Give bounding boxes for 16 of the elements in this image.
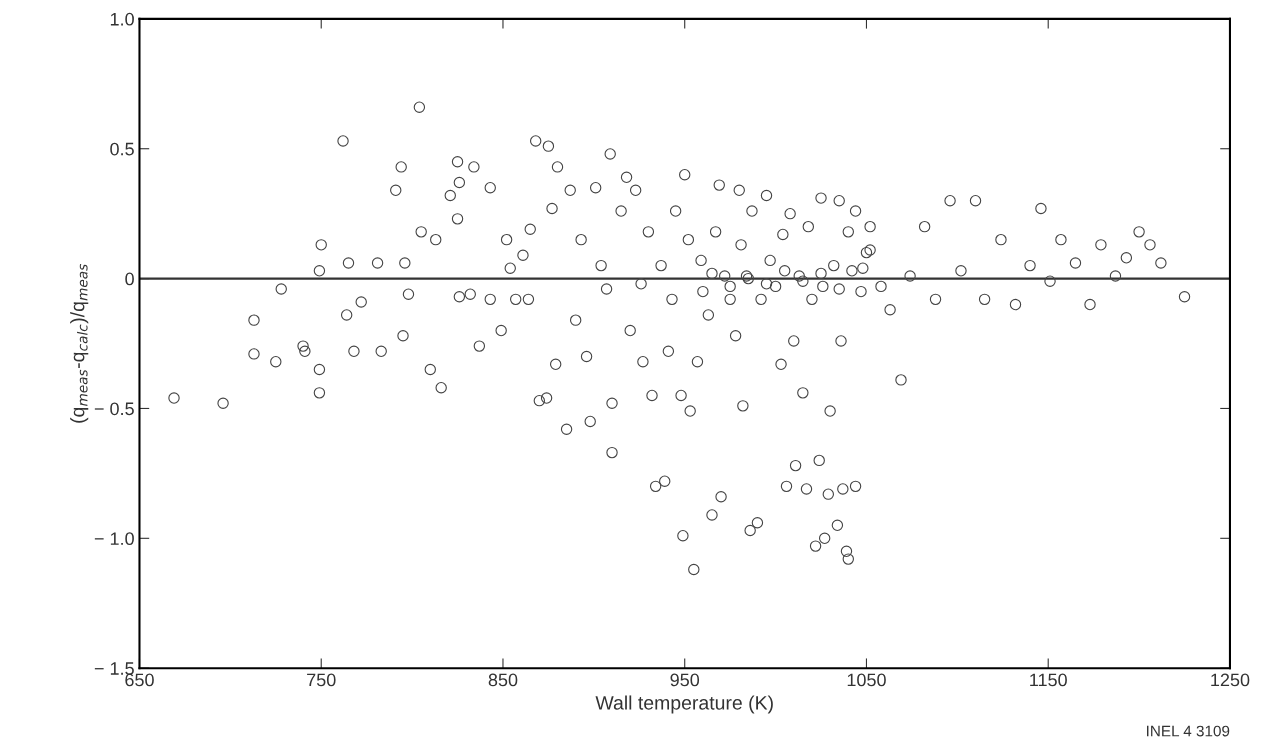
y-tick-label: 0.5 (110, 142, 134, 156)
x-tick-label: 1050 (847, 673, 886, 687)
y-tick-label: − 1.0 (94, 532, 134, 546)
y-tick-label: 0 (125, 272, 134, 286)
text: INEL 4 3109 (1147, 725, 1230, 737)
x-tick-label: 850 (488, 673, 518, 687)
y-tick-label: − 1.5 (94, 662, 134, 675)
x-tick-label: 950 (670, 673, 700, 687)
y-axis-title: (q$_{meas}$-q$_{calc}$)/q$_{meas}$ (70, 264, 89, 423)
y-tick-label: 1.0 (110, 12, 134, 26)
x-tick-label: 750 (307, 673, 336, 687)
x-tick-label: 1250 (1211, 673, 1250, 687)
y-tick-label: − 0.5 (94, 402, 134, 416)
x-tick-label: 1150 (1030, 673, 1067, 687)
x-axis-title: Wall temperature (K) (595, 695, 773, 714)
x-tick-label: 650 (125, 673, 154, 687)
